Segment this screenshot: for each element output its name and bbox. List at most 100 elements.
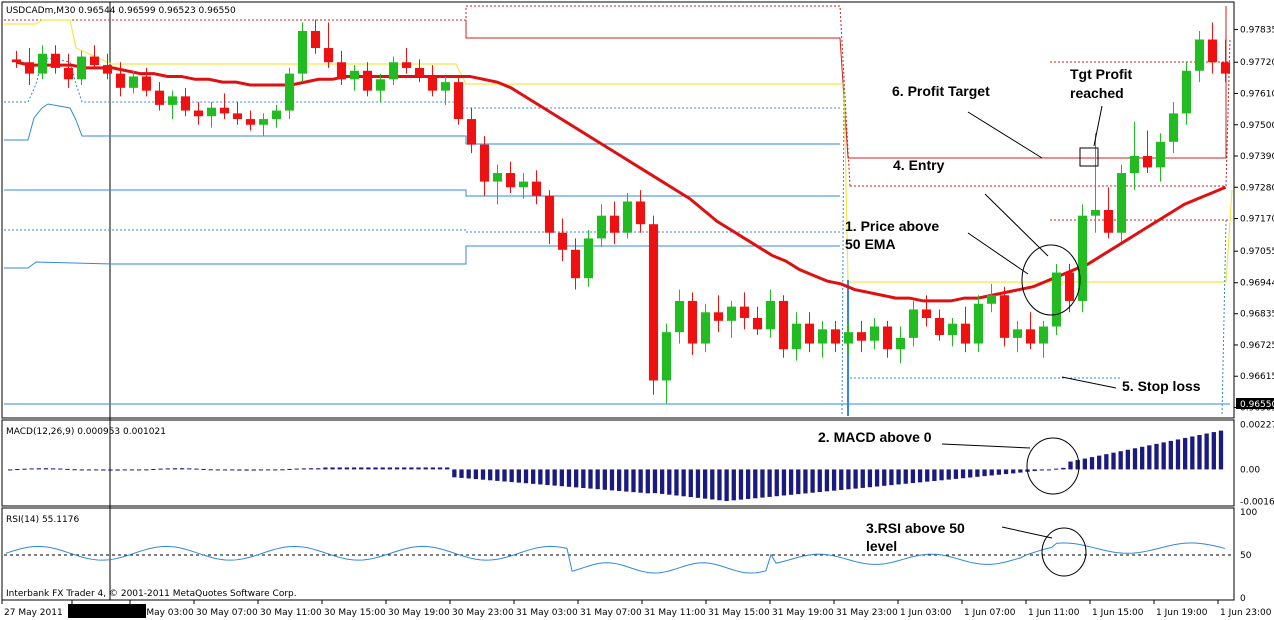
- macd-bar: [724, 469, 729, 502]
- macd-bar: [516, 469, 521, 483]
- macd-bar: [975, 469, 980, 477]
- macd-bar: [910, 469, 916, 484]
- macd-bar: [989, 469, 994, 476]
- candle: [1194, 39, 1205, 71]
- x-tick-label: 30 May 23:00: [452, 608, 514, 618]
- macd-bar: [459, 469, 464, 478]
- candle: [219, 107, 230, 114]
- macd-bar: [667, 469, 672, 495]
- macd-bar: [882, 469, 887, 486]
- macd-tick-label: 0.00227: [1240, 421, 1274, 431]
- candle: [1090, 210, 1101, 216]
- candle: [37, 53, 48, 74]
- tgt-profit-box: [1079, 147, 1099, 167]
- macd-bar: [624, 469, 629, 492]
- candle: [427, 76, 438, 91]
- macd-bar: [1197, 435, 1202, 470]
- macd-histogram: [8, 430, 1224, 502]
- macd-bar: [745, 469, 751, 499]
- macd-bar: [1132, 448, 1138, 470]
- candle: [947, 323, 958, 336]
- macd-bar: [867, 469, 873, 488]
- macd-bar: [473, 469, 479, 480]
- candle: [882, 326, 893, 350]
- macd-bar: [129, 469, 135, 471]
- macd-bar: [416, 467, 421, 470]
- candle: [284, 73, 295, 111]
- x-tick-label: 30 May 15:00: [324, 608, 386, 618]
- candle: [622, 201, 633, 233]
- price-above-pointer: [967, 232, 1029, 275]
- macd-bar: [366, 467, 371, 470]
- x-tick-label: 31 May 03:00: [516, 608, 578, 618]
- price-chart-title: USDCADm,M30 0.96544 0.96599 0.96523 0.96…: [6, 6, 236, 16]
- macd-bar: [265, 469, 271, 471]
- candle: [1207, 39, 1218, 63]
- macd-bar: [1168, 440, 1173, 470]
- candle: [323, 48, 334, 63]
- macd-bar: [230, 469, 235, 471]
- candle: [674, 300, 685, 333]
- candle: [414, 67, 425, 77]
- macd-bar: [351, 467, 357, 470]
- x-tick-label: 31 May 19:00: [772, 608, 834, 618]
- macd-bar: [136, 469, 142, 471]
- macd-bar: [330, 467, 335, 470]
- candle: [960, 323, 971, 344]
- macd-bar: [165, 468, 170, 470]
- macd-bar: [581, 469, 586, 488]
- candle: [1012, 329, 1023, 338]
- macd-bar: [316, 468, 321, 470]
- macd-bar: [889, 469, 894, 486]
- candle: [1025, 329, 1036, 344]
- candles: [11, 19, 1231, 404]
- annotation-markers: [941, 105, 1117, 577]
- macd-bar: [1175, 439, 1181, 470]
- candle: [791, 323, 802, 350]
- candle: [115, 73, 126, 88]
- candle: [583, 238, 594, 279]
- macd-bar: [652, 469, 658, 494]
- macd-bar: [144, 469, 149, 471]
- y-tick-label: 0.97500: [1240, 121, 1274, 131]
- candle: [50, 53, 61, 68]
- macd-bar: [638, 469, 643, 493]
- band-line: [4, 245, 840, 269]
- y-tick-label: 0.96835: [1240, 310, 1274, 320]
- x-tick-label: 1 Jun 23:00: [1220, 608, 1272, 618]
- macd-bar: [903, 469, 908, 484]
- candle: [778, 300, 789, 350]
- macd-bar: [423, 467, 428, 470]
- macd-bar: [681, 469, 686, 497]
- candle: [154, 90, 165, 105]
- candle: [206, 107, 217, 117]
- annotation-price-above: 1. Price above: [845, 218, 939, 234]
- macd-bar: [1147, 445, 1152, 470]
- x-tick-label: 30 May 07:00: [196, 608, 258, 618]
- candle: [609, 215, 620, 233]
- macd-bar: [1104, 454, 1109, 470]
- candle: [258, 119, 269, 125]
- x-tick-label: 31 May 07:00: [580, 608, 642, 618]
- macd-bar: [50, 468, 56, 470]
- macd-bar: [495, 469, 500, 481]
- ema-line: [16, 60, 1227, 303]
- candle: [401, 62, 412, 68]
- macd-bar: [215, 469, 221, 471]
- macd-bar: [824, 469, 830, 492]
- macd-bar: [323, 467, 328, 470]
- macd-bar: [502, 469, 507, 482]
- candle: [128, 76, 139, 88]
- footer-copyright: Interbank FX Trader 4, © 2001-2011 MetaQ…: [6, 589, 297, 599]
- macd-bar: [36, 468, 41, 470]
- macd-bar: [817, 469, 822, 493]
- candle: [1155, 141, 1166, 168]
- macd-pointer: [941, 443, 1031, 449]
- macd-bar: [79, 469, 84, 471]
- macd-bar: [1003, 469, 1009, 475]
- macd-bar: [617, 469, 622, 491]
- macd-bar: [552, 469, 557, 486]
- macd-bar: [1218, 430, 1224, 470]
- candle: [466, 119, 477, 145]
- candle: [1220, 62, 1231, 74]
